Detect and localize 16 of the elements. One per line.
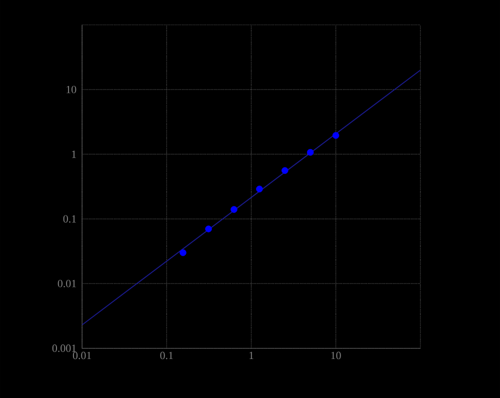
y-tick-label: 0.1 — [63, 215, 76, 223]
y-tick-label: 0.01 — [58, 280, 76, 288]
y-tick-label: 1 — [72, 150, 76, 158]
x-tick-label: 1 — [249, 352, 254, 359]
point — [256, 186, 263, 192]
point — [282, 167, 288, 174]
y-tick-label: 0.001 — [52, 344, 76, 352]
x-tick-label: 10 — [331, 352, 341, 360]
point — [306, 148, 314, 156]
point — [332, 132, 340, 139]
x-tick-label: 0.01 — [72, 352, 92, 360]
y-tick-label: 10 — [66, 86, 76, 94]
x-tick-label: 0.1 — [160, 352, 173, 360]
point — [180, 249, 186, 256]
point — [205, 226, 212, 232]
point — [230, 206, 238, 213]
